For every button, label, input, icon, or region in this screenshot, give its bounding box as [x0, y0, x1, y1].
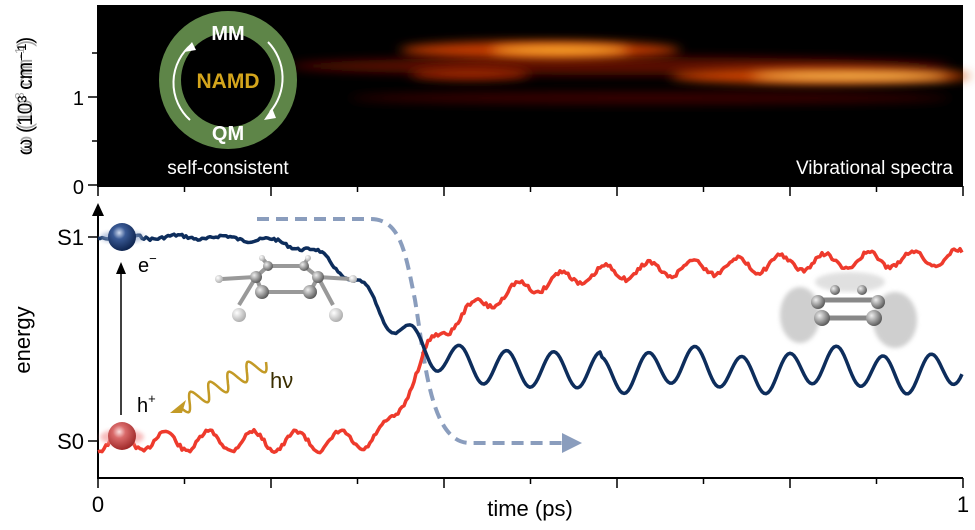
- electron-label: e−: [138, 251, 157, 277]
- vibrational-spectra-caption: Vibrational spectra: [796, 158, 953, 179]
- excitation-arrowhead-icon: [116, 262, 126, 274]
- cycle-ring: [159, 11, 297, 149]
- cycle-arrowhead-down-icon: [264, 108, 276, 120]
- photon-arrowhead-icon: [170, 400, 186, 413]
- top-ylabel: ω (10³ cm⁻¹): [14, 37, 37, 155]
- qm-label: QM: [212, 123, 244, 145]
- hole-label: h+: [137, 391, 156, 417]
- self-consistent-caption: self-consistent: [167, 158, 289, 179]
- time-label: time (ps): [487, 496, 573, 521]
- hole-sphere: [100, 422, 144, 450]
- energy-label: energy: [10, 306, 35, 373]
- s1-energy-curve: [97, 232, 964, 396]
- xtick-0: 0: [92, 492, 104, 517]
- namd-label: NAMD: [197, 70, 260, 93]
- photon-wave-icon: [179, 360, 268, 414]
- top-ytick-1: 1: [73, 88, 84, 110]
- cycle-arrowhead-up-icon: [184, 42, 196, 52]
- energy-axis-arrow-icon: [92, 203, 104, 216]
- xtick-1: 1: [957, 492, 969, 517]
- top-ticks: [88, 52, 964, 196]
- energy-panel: S1 S0 0 1 time (ps) energy e− h+ hν: [10, 203, 969, 521]
- time-ticks: [97, 478, 964, 488]
- population-arrowhead-icon: [562, 433, 582, 453]
- s0-label: S0: [57, 429, 84, 454]
- distorted-molecule-image: [780, 272, 917, 348]
- cycle-diagram: MM NAMD QM: [159, 11, 297, 149]
- s1-label: S1: [57, 225, 84, 250]
- mm-label: MM: [211, 23, 244, 45]
- photon-label: hν: [270, 368, 293, 393]
- spectrum-panel: MM NAMD QM self-consistent Vibrational s…: [12, 5, 970, 199]
- spectrum-bands: [290, 41, 970, 104]
- s0-energy-curve: [97, 246, 964, 455]
- planar-molecule-image: [215, 255, 357, 322]
- electron-sphere: [100, 223, 144, 251]
- top-ylabel-parts: ω (103 cm-1): [12, 40, 37, 152]
- top-ytick-0: 0: [73, 177, 84, 199]
- population-transfer-arrow: [257, 217, 565, 445]
- cycle-arrow-down-icon: [267, 41, 284, 113]
